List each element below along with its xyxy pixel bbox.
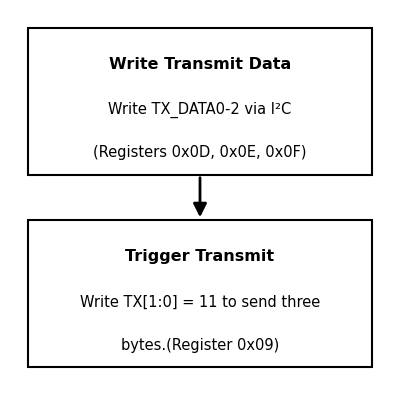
FancyBboxPatch shape <box>28 28 372 175</box>
Text: Write TX[1:0] = 11 to send three: Write TX[1:0] = 11 to send three <box>80 295 320 310</box>
Text: Trigger Transmit: Trigger Transmit <box>126 250 274 264</box>
Text: Write Transmit Data: Write Transmit Data <box>109 57 291 72</box>
Text: (Registers 0x0D, 0x0E, 0x0F): (Registers 0x0D, 0x0E, 0x0F) <box>93 145 307 160</box>
Text: bytes.(Register 0x09): bytes.(Register 0x09) <box>121 338 279 353</box>
Text: Write TX_DATA0-2 via I²C: Write TX_DATA0-2 via I²C <box>108 102 292 118</box>
FancyBboxPatch shape <box>28 220 372 367</box>
